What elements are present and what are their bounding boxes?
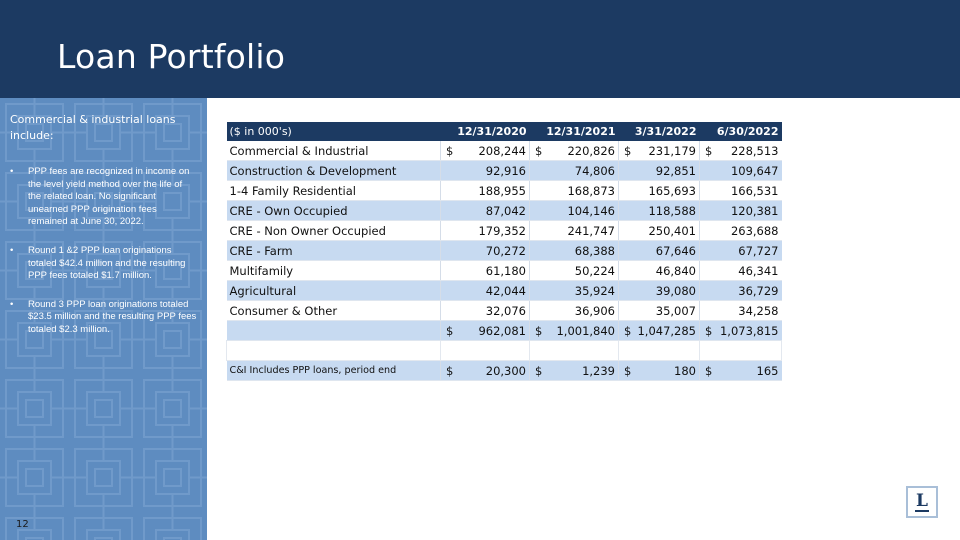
table-row: CRE - Own Occupied 87,042 104,146 118,58… [226, 200, 782, 221]
table-row: 1-4 Family Residential 188,955 168,873 1… [226, 180, 782, 201]
column-header: 3/31/2022 [634, 125, 697, 138]
ppp-value: $165 [699, 360, 782, 381]
row-value: $208,244 [440, 141, 530, 161]
ppp-value: $1,239 [529, 360, 619, 381]
spacer-cell [226, 340, 441, 361]
row-value: $231,179 [618, 141, 700, 161]
table-row: Construction & Development 92,916 74,806… [226, 160, 782, 181]
row-value: 104,146 [529, 200, 619, 221]
column-header: 12/31/2020 [457, 125, 527, 138]
row-value: 120,381 [699, 200, 782, 221]
bullet-icon: • [10, 298, 14, 310]
row-value: 35,924 [529, 280, 619, 301]
total-value: $962,081 [440, 320, 530, 341]
row-value: 50,224 [529, 260, 619, 281]
row-value: 87,042 [440, 200, 530, 221]
row-value: 39,080 [618, 280, 700, 301]
spacer-cell [618, 340, 700, 361]
sidebar-bullet: • Round 1 &2 PPP loan originations totale… [10, 244, 186, 282]
page-number: 12 [16, 519, 29, 530]
sidebar-bullet: • Round 3 PPP loan originations totaled $… [10, 298, 197, 335]
page-title: Loan Portfolio [57, 37, 286, 76]
row-value: $228,513 [699, 141, 782, 161]
total-value: $1,073,815 [699, 320, 782, 341]
row-value: 70,272 [440, 240, 530, 261]
ppp-value: $20,300 [440, 360, 530, 381]
table-row: Multifamily 61,180 50,224 46,840 46,341 [226, 260, 782, 281]
sidebar-bullet-list: • PPP fees are recognized in income on th… [10, 166, 198, 337]
row-value: 74,806 [529, 160, 619, 181]
row-value: 68,388 [529, 240, 619, 261]
spacer-cell [699, 340, 782, 361]
row-value: 188,955 [440, 180, 530, 201]
row-value: 46,840 [618, 260, 700, 281]
spacer-cell [440, 340, 530, 361]
table-row: Consumer & Other 32,076 36,906 35,007 34… [226, 300, 782, 321]
spacer-cell [529, 340, 619, 361]
row-value: 34,258 [699, 300, 782, 321]
row-value: 32,076 [440, 300, 530, 321]
table-header-row: ($ in 000's) 12/31/2020 12/31/2021 3/31/… [226, 122, 782, 141]
header-bar: Loan Portfolio [0, 0, 960, 98]
row-label: Consumer & Other [226, 300, 441, 321]
ppp-value: $180 [618, 360, 700, 381]
row-value: 165,693 [618, 180, 700, 201]
company-logo: L [906, 486, 938, 518]
column-header: 6/30/2022 [716, 125, 779, 138]
total-value: $1,047,285 [618, 320, 700, 341]
row-value: 36,906 [529, 300, 619, 321]
row-label: CRE - Farm [226, 240, 441, 261]
row-label: 1-4 Family Residential [226, 180, 441, 201]
column-header: 12/31/2021 [546, 125, 616, 138]
sidebar-pattern [0, 98, 207, 540]
ppp-row: C&I Includes PPP loans, period end $20,3… [226, 360, 782, 381]
row-value: 109,647 [699, 160, 782, 181]
row-value: 35,007 [618, 300, 700, 321]
loan-portfolio-table: ($ in 000's) 12/31/2020 12/31/2021 3/31/… [226, 122, 782, 381]
total-label [226, 320, 441, 341]
table-row: Agricultural 42,044 35,924 39,080 36,729 [226, 280, 782, 301]
table-row: CRE - Non Owner Occupied 179,352 241,747… [226, 220, 782, 241]
row-label: Construction & Development [226, 160, 441, 181]
table-row: CRE - Farm 70,272 68,388 67,646 67,727 [226, 240, 782, 261]
row-value: 168,873 [529, 180, 619, 201]
logo-letter: L [915, 490, 929, 512]
bullet-icon: • [10, 166, 14, 177]
row-label: CRE - Non Owner Occupied [226, 220, 441, 241]
row-value: 42,044 [440, 280, 530, 301]
sidebar-panel: Commercial & industrial loans include: •… [0, 98, 207, 540]
row-value: 67,727 [699, 240, 782, 261]
row-value: 166,531 [699, 180, 782, 201]
sidebar-intro: Commercial & industrial loans include: [10, 113, 176, 142]
row-value: 250,401 [618, 220, 700, 241]
row-value: 67,646 [618, 240, 700, 261]
row-value: 118,588 [618, 200, 700, 221]
row-value: 263,688 [699, 220, 782, 241]
row-label: Agricultural [226, 280, 441, 301]
row-value: $220,826 [529, 141, 619, 161]
row-value: 241,747 [529, 220, 619, 241]
total-row: $962,081 $1,001,840 $1,047,285 $1,073,81… [226, 320, 782, 341]
units-label: ($ in 000's) [229, 125, 292, 138]
total-value: $1,001,840 [529, 320, 619, 341]
row-label: Commercial & Industrial [226, 141, 441, 161]
spacer-row [226, 340, 782, 361]
ppp-label: C&I Includes PPP loans, period end [226, 360, 441, 381]
row-value: 92,916 [440, 160, 530, 181]
row-value: 46,341 [699, 260, 782, 281]
table-row: Commercial & Industrial $208,244 $220,82… [226, 141, 782, 161]
row-value: 36,729 [699, 280, 782, 301]
row-value: 61,180 [440, 260, 530, 281]
row-label: CRE - Own Occupied [226, 200, 441, 221]
row-label: Multifamily [226, 260, 441, 281]
row-value: 92,851 [618, 160, 700, 181]
sidebar-bullet: • PPP fees are recognized in income on th… [10, 166, 190, 228]
row-value: 179,352 [440, 220, 530, 241]
bullet-icon: • [10, 244, 14, 256]
